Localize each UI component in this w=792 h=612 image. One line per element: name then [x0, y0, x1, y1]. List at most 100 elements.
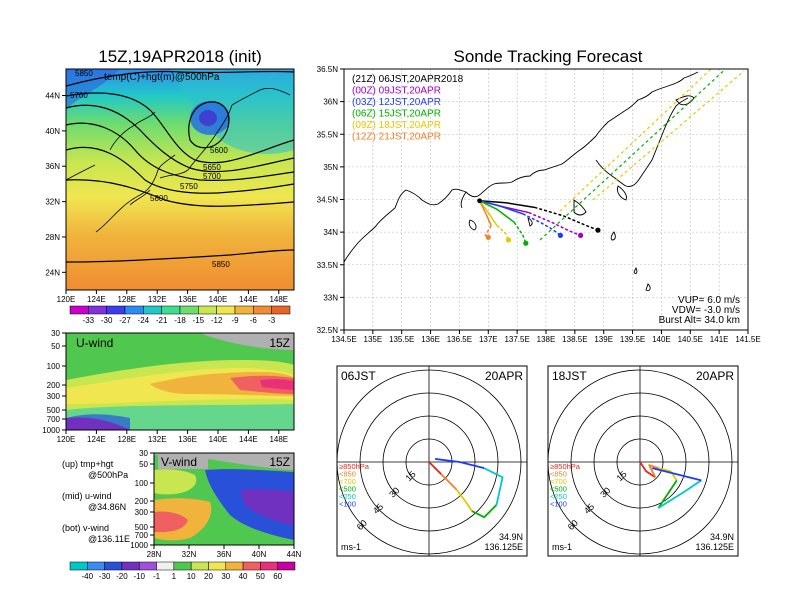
- uwind-gray-top: [200, 333, 294, 350]
- track-series-line-solid: [479, 200, 515, 223]
- track-landing-point: [523, 240, 529, 246]
- uwind-x-label: 148E: [269, 435, 288, 444]
- hodograph-ring-label: 30: [598, 485, 612, 499]
- hodograph-level-label: <850: [550, 470, 567, 479]
- temp-colorbar-cell: [124, 305, 144, 315]
- map-y-ticks: 44N 40N 36N 32N 28N 24N: [45, 92, 66, 277]
- map-y-label: 44N: [45, 92, 60, 101]
- hodograph-level-label: ≥850hPa: [339, 462, 370, 471]
- track-series-line-solid: [479, 200, 535, 209]
- vwind-gray-top: [154, 453, 294, 470]
- track-legend: (21Z) 06JST,20APR2018(00Z) 09JST,20APR(0…: [352, 74, 464, 143]
- track-landing-point: [557, 232, 564, 238]
- vwind-band: [154, 469, 197, 495]
- hodograph-level-label: <100: [339, 500, 356, 509]
- track-y-label: 36N: [323, 98, 338, 107]
- contour-label: 5650: [203, 163, 221, 172]
- track-x-label: 139E: [594, 335, 613, 344]
- track-y-label: 34N: [323, 228, 338, 237]
- right-title: Sonde Tracking Forecast: [454, 47, 643, 66]
- vwind-y-label: 200: [135, 497, 149, 506]
- hodograph-level-label: <500: [550, 485, 567, 494]
- panel-legend-line: (bot) v-wind: [62, 523, 109, 533]
- temp-colorbar-cell: [69, 305, 89, 315]
- track-series-line-dashed: [513, 221, 527, 244]
- track-x-label: 141.5E: [735, 335, 760, 344]
- uwind-jet-core: [260, 379, 294, 390]
- contour-label: 5850: [75, 69, 93, 78]
- temp-colorbar-cell: [161, 305, 181, 315]
- track-param: VUP= 6.0 m/s: [678, 295, 740, 306]
- uwind-low: [66, 404, 294, 430]
- hodograph-date: 20APR: [485, 369, 523, 383]
- uwind-x-label: 128E: [117, 435, 136, 444]
- panel-legend-line: (mid) u-wind: [62, 491, 112, 501]
- track-series-line-dashed: [522, 213, 561, 236]
- hodograph-lat: 34.9N: [499, 532, 523, 542]
- track-legend-entry: (06Z) 15JST,20APR: [352, 109, 441, 120]
- vwind-y-label: 100: [135, 479, 149, 488]
- temp-colorbar-cell: [234, 305, 254, 315]
- hodograph-level-label: <250: [339, 492, 356, 501]
- wind-colorbar-label: 60: [273, 572, 282, 581]
- track-x-label: 140E: [652, 335, 671, 344]
- map-y-label: 36N: [45, 162, 60, 171]
- track-x-ticks: 134.5E 135E 135.5E 136E 136.5E 137E 137.5E 138E…: [331, 330, 761, 344]
- vwind-y-label: 500: [135, 523, 149, 532]
- hodograph-unit: ms-1: [341, 542, 361, 552]
- map-x-label: 128E: [117, 295, 136, 304]
- temp-colorbar-label: -3: [268, 316, 276, 325]
- track-y-label: 35.5N: [317, 130, 339, 139]
- track-y-label: 36.5N: [317, 65, 339, 74]
- panel-legend: (up) tmp+hgt@500hPa (mid) u-wind@34.86N (b…: [62, 459, 130, 544]
- vwind-label-bg: [158, 455, 208, 469]
- track-series-line-dashed: [534, 206, 599, 231]
- hodograph-segment: [435, 458, 485, 470]
- track-legend-entry: (03Z) 12JST,20APR: [352, 97, 441, 108]
- track-x-label: 138.5E: [562, 335, 587, 344]
- track-legend-entry: (21Z) 06JST,20APR2018: [352, 74, 464, 85]
- hodograph-lon: 136.125E: [484, 542, 523, 552]
- map-y-label: 24N: [45, 268, 60, 277]
- vwind-y-label: 300: [135, 508, 149, 517]
- temp-colorbar-label: -21: [156, 316, 168, 325]
- track-x-label: 137.5E: [504, 335, 529, 344]
- hodograph-segment: [471, 504, 498, 519]
- vwind-x-label: 28N: [147, 550, 162, 559]
- wind-colorbar-label: -10: [133, 572, 145, 581]
- vwind-x-label: 44N: [287, 550, 302, 559]
- panel-legend-line: @500hPa: [88, 470, 128, 480]
- uwind-label-bg: [74, 336, 126, 350]
- hodograph-ring-label: 60: [566, 518, 580, 532]
- vwind-y-label: 50: [139, 460, 148, 469]
- hodograph-level-label: <850: [339, 470, 356, 479]
- hodograph-level-label: <700: [550, 477, 567, 486]
- uwind-x-ticks: 120E 124E 128E 132E 136E 140E 144E 148E: [57, 430, 288, 444]
- wind-colorbar-label: -30: [99, 572, 111, 581]
- hodograph-segment: [648, 464, 659, 478]
- track-legend-entry: (09Z) 18JST,20APR: [352, 120, 441, 131]
- track-series-line-dashed: [484, 225, 492, 238]
- hodograph-segment: [652, 467, 702, 482]
- temp-colorbar-cell: [271, 305, 291, 315]
- wind-colorbar-cell: [69, 561, 88, 571]
- track-x-label: 136.5E: [447, 335, 472, 344]
- hodograph-level-label: <500: [339, 485, 356, 494]
- uwind-x-label: 144E: [239, 435, 258, 444]
- track-x-label: 135E: [364, 335, 383, 344]
- vwind-x-label: 36N: [217, 550, 232, 559]
- uwind-frame: [65, 332, 295, 431]
- hodograph-segment: [639, 461, 656, 479]
- map-y-label: 28N: [45, 233, 60, 242]
- map-y-label: 32N: [45, 198, 60, 207]
- map-x-label: 124E: [87, 295, 106, 304]
- wind-colorbar-label: 30: [221, 572, 230, 581]
- hodograph-segment: [658, 467, 678, 481]
- uwind-time: 15Z: [269, 336, 290, 350]
- map-x-ticks: 120E 124E 128E 132E 136E 140E 144E 148E: [57, 290, 288, 304]
- map-x-label: 136E: [178, 295, 197, 304]
- uwind-y-label: 300: [47, 392, 61, 401]
- contour-label: 5700: [70, 91, 88, 100]
